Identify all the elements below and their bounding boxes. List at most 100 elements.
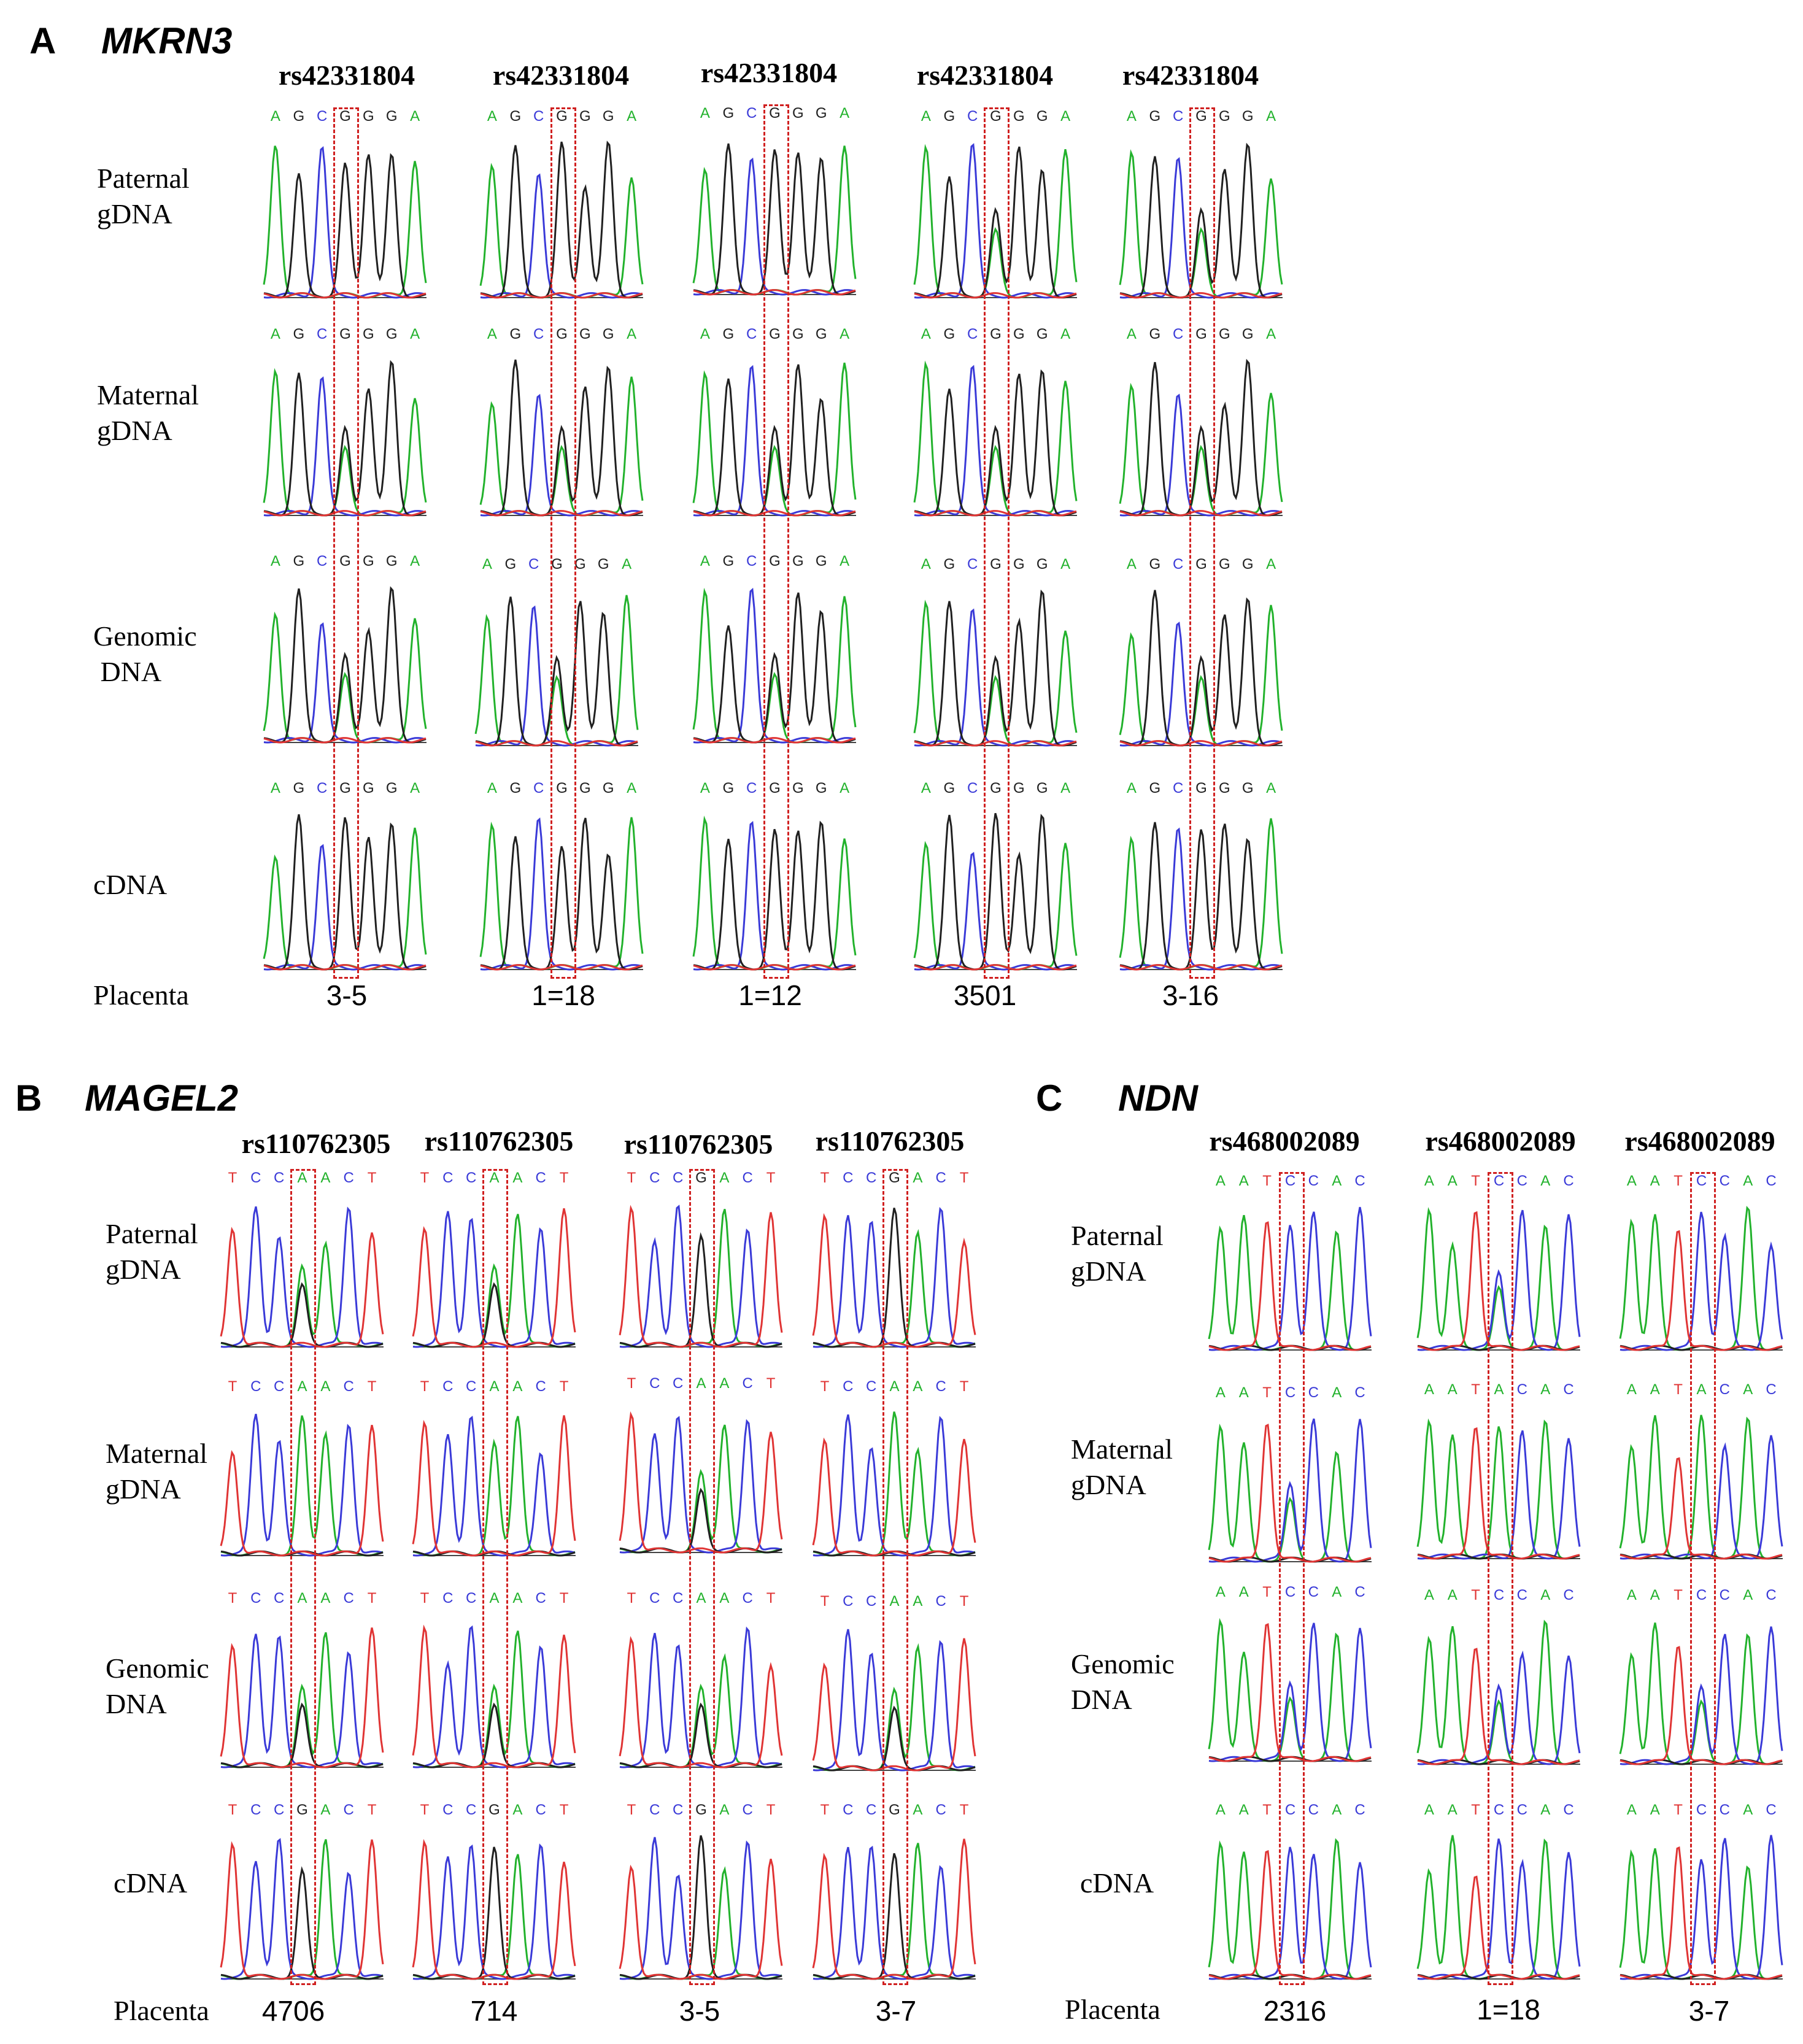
panel-a-col4-sample: 3501 [953, 979, 1017, 1011]
base-call-letter: G [574, 556, 586, 573]
base-call-letter: C [673, 1802, 683, 1818]
chromatogram-line-C [1119, 157, 1283, 299]
base-call-letter: A [1424, 1802, 1434, 1818]
base-call-letter: G [792, 326, 804, 342]
panel-b-col1-snp-highlight [290, 1169, 316, 1985]
base-call-letter: G [889, 1170, 900, 1186]
panel-c-col1-sample: 2316 [1263, 1995, 1327, 2027]
base-call-letter: A [700, 780, 710, 796]
base-call-letter: G [579, 326, 591, 342]
base-call-letter: T [228, 1590, 237, 1606]
base-call-letter: C [274, 1802, 284, 1818]
base-call-letter: G [1219, 556, 1230, 573]
panel-a-col3-snp-highlight [763, 104, 789, 979]
base-call-letter: C [533, 108, 544, 125]
base-call-letter: T [228, 1378, 237, 1395]
base-call-letter: A [1216, 1173, 1226, 1189]
panel-c-col3-sample: 3-7 [1688, 1995, 1730, 2027]
base-call-letter: G [695, 1170, 707, 1186]
chromatogram-line-T [412, 1415, 576, 1557]
panel-b-col2-sample: 714 [470, 1995, 518, 2027]
base-call-letter: G [1013, 326, 1025, 342]
panel-a-col1-sample: 3-5 [326, 979, 368, 1011]
base-call-letter: G [293, 326, 304, 342]
chromatogram-line-T [1119, 510, 1283, 517]
base-call-letter: T [960, 1802, 969, 1818]
panel-a-col1-snp-highlight [333, 107, 359, 979]
base-call-letter: C [843, 1378, 853, 1395]
base-call-letter: C [1173, 108, 1183, 125]
base-call-letter: C [250, 1802, 261, 1818]
base-call-letter: G [603, 326, 614, 342]
base-call-letter: C [1308, 1802, 1319, 1818]
base-call-letter: A [320, 1170, 330, 1186]
base-call-letter: G [943, 326, 955, 342]
base-call-letter: G [1195, 108, 1207, 125]
panel-b-col4-snp-highlight [882, 1169, 908, 1985]
panel-b-col2-snp: rs110762305 [424, 1125, 574, 1157]
chromatogram-line-T [619, 1859, 783, 1980]
base-call-letter: A [1448, 1381, 1457, 1398]
base-call-letter: G [1242, 556, 1254, 573]
chromatogram-line-C [813, 1845, 976, 1980]
chromatogram-line-C [412, 1625, 576, 1768]
chromatogram-line-G [914, 589, 1077, 747]
chromatogram-line-T [480, 510, 643, 517]
base-call-letter: G [386, 108, 398, 125]
chromatogram-line-G [263, 814, 427, 971]
base-call-letter: C [1720, 1802, 1730, 1818]
base-call-letter: C [536, 1378, 546, 1395]
panel-c-placenta-label: Placenta [1065, 1994, 1160, 2025]
chromatogram-line-C [220, 1206, 384, 1348]
base-call-letter: A [1424, 1173, 1434, 1189]
base-call-letter: C [1696, 1173, 1707, 1189]
panel-c-gene-title: NDN [1118, 1078, 1198, 1119]
base-call-letter: C [673, 1590, 683, 1606]
base-call-letter: C [317, 780, 327, 796]
panel-a-col1-snp: rs42331804 [278, 60, 415, 91]
chromatogram-line-C [263, 146, 427, 299]
base-call-letter: T [560, 1590, 569, 1606]
base-call-letter: T [627, 1375, 636, 1392]
base-call-letter: G [792, 105, 804, 121]
base-call-letter: C [936, 1802, 946, 1818]
base-call-letter: T [1471, 1802, 1480, 1818]
chromatogram-line-C [914, 364, 1077, 517]
base-call-letter: C [1494, 1587, 1504, 1603]
base-call-letter: G [990, 108, 1002, 125]
base-call-letter: G [386, 326, 398, 342]
base-call-letter: C [1720, 1381, 1730, 1398]
base-call-letter: T [960, 1593, 969, 1610]
base-call-letter: C [274, 1590, 284, 1606]
base-call-letter: T [1471, 1587, 1480, 1603]
panel-a-col4-snp-highlight [984, 107, 1010, 979]
panel-a-row-label-genomic: Genomic DNA [93, 620, 197, 687]
base-call-letter: A [320, 1590, 330, 1606]
base-call-letter: C [250, 1378, 261, 1395]
panel-b-row-label-genomic: Genomic DNA [106, 1653, 209, 1719]
base-call-letter: A [482, 556, 492, 573]
base-call-letter: C [1173, 326, 1183, 342]
chromatogram-line-T [263, 737, 427, 744]
base-call-letter: C [673, 1375, 683, 1392]
